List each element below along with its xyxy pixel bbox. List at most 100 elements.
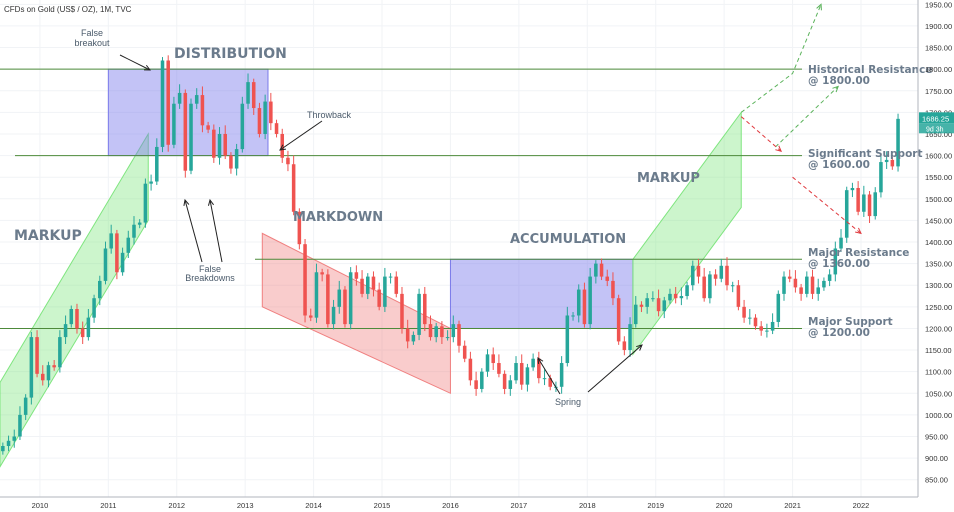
candle-body xyxy=(810,276,815,294)
candle-body xyxy=(388,276,393,278)
candle-body xyxy=(651,298,655,300)
candle-body xyxy=(713,274,718,279)
y-tick-label: 1550.00 xyxy=(925,173,952,182)
candle-body xyxy=(143,183,148,223)
candle-body xyxy=(616,298,621,342)
candle-body xyxy=(559,363,564,387)
candle-body xyxy=(451,324,456,338)
candle-body xyxy=(799,287,803,294)
annotation-text: Spring xyxy=(555,397,581,407)
candle-body xyxy=(35,337,39,374)
x-tick-label: 2016 xyxy=(442,501,459,510)
candle-body xyxy=(805,276,809,294)
candle-body xyxy=(770,321,775,331)
candle-body xyxy=(839,237,843,249)
candle-body xyxy=(748,317,752,319)
y-tick-label: 1450.00 xyxy=(925,216,952,225)
timer-label: 9d 3h xyxy=(926,126,944,133)
level-label: @ 1800.00 xyxy=(808,75,870,87)
annotation-arrow xyxy=(587,344,643,393)
annotation-text: False xyxy=(81,28,103,38)
candle-body xyxy=(793,278,798,288)
candle-body xyxy=(719,265,724,279)
candle-body xyxy=(23,397,28,415)
candle-body xyxy=(468,358,473,381)
candle-body xyxy=(759,326,763,331)
candle-body xyxy=(776,293,781,322)
phase-channel xyxy=(0,132,149,468)
annotation-arrowhead xyxy=(143,64,152,71)
candle-body xyxy=(605,276,610,281)
candle-body xyxy=(890,159,895,167)
candle-body xyxy=(314,272,319,318)
candle-body xyxy=(519,363,524,385)
candle-body xyxy=(588,276,592,325)
candle-body xyxy=(434,326,438,338)
last-price-tag xyxy=(919,112,954,124)
candle-body xyxy=(115,233,119,273)
phase-label: MARKUP xyxy=(637,171,700,186)
annotation-text: Breakdowns xyxy=(185,273,235,283)
candle-body xyxy=(696,265,701,277)
y-tick-label: 1100.00 xyxy=(925,368,952,377)
annotation-text: breakout xyxy=(74,38,110,48)
projection-line xyxy=(792,176,862,234)
candle-body xyxy=(132,224,136,238)
candle-body xyxy=(753,317,758,327)
candle-body xyxy=(730,285,735,287)
y-tick-label: 1150.00 xyxy=(925,346,952,355)
candle-body xyxy=(508,380,513,389)
y-tick-label: 1600.00 xyxy=(925,152,952,161)
y-tick-label: 1350.00 xyxy=(925,260,952,269)
candle-body xyxy=(183,92,188,171)
candle-body xyxy=(702,276,706,299)
level-label: Significant Support xyxy=(808,148,922,160)
candle-body xyxy=(411,334,416,342)
candle-body xyxy=(166,60,170,145)
projection-arrowhead xyxy=(775,145,783,153)
candle-body xyxy=(782,276,786,294)
x-tick-label: 2014 xyxy=(305,501,322,510)
candle-body xyxy=(212,129,216,158)
annotation-text: Throwback xyxy=(307,110,352,120)
candle-body xyxy=(879,162,883,193)
projection-arrowhead xyxy=(832,85,840,93)
candle-body xyxy=(400,293,404,329)
candle-body xyxy=(833,248,838,275)
candle-body xyxy=(86,317,91,338)
candle-body xyxy=(457,324,461,346)
phase-label: MARKDOWN xyxy=(293,210,383,225)
candle-body xyxy=(137,222,142,225)
candle-body xyxy=(63,324,68,338)
candle-body xyxy=(40,373,45,381)
candle-body xyxy=(633,304,638,325)
phase-label: MARKUP xyxy=(14,228,82,244)
candle-body xyxy=(120,252,125,273)
annotation-arrowhead xyxy=(183,198,190,206)
x-tick-label: 2011 xyxy=(100,501,116,510)
candle-body xyxy=(645,298,649,307)
y-tick-label: 950.00 xyxy=(925,432,948,441)
candle-body xyxy=(109,233,113,249)
candle-body xyxy=(229,155,233,169)
x-tick-label: 2017 xyxy=(511,501,528,510)
annotation-arrowhead xyxy=(279,144,287,151)
candle-body xyxy=(884,159,889,163)
y-tick-label: 900.00 xyxy=(925,454,948,463)
y-tick-label: 1050.00 xyxy=(925,389,952,398)
y-tick-label: 1650.00 xyxy=(925,130,952,139)
candle-body xyxy=(366,276,370,294)
x-tick-label: 2013 xyxy=(237,501,254,510)
candle-body xyxy=(628,324,632,351)
candle-body xyxy=(394,276,399,294)
annotation-arrow xyxy=(119,54,151,71)
level-label: @ 1200.00 xyxy=(808,327,870,339)
candle-body xyxy=(80,328,85,338)
candle-body xyxy=(52,365,56,368)
y-tick-label: 850.00 xyxy=(925,476,948,485)
candle-body xyxy=(622,341,627,351)
candle-body xyxy=(867,194,872,217)
phase-channel xyxy=(632,110,742,356)
